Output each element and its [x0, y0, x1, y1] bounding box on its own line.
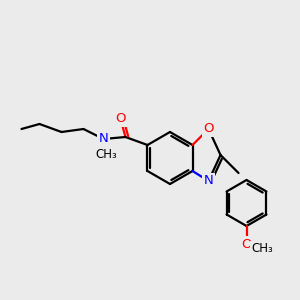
- Text: N: N: [204, 175, 213, 188]
- Text: CH₃: CH₃: [96, 148, 117, 161]
- Text: CH₃: CH₃: [252, 242, 273, 256]
- Text: O: O: [115, 112, 126, 125]
- Text: O: O: [241, 238, 252, 250]
- Text: O: O: [203, 122, 214, 136]
- Text: N: N: [99, 133, 108, 146]
